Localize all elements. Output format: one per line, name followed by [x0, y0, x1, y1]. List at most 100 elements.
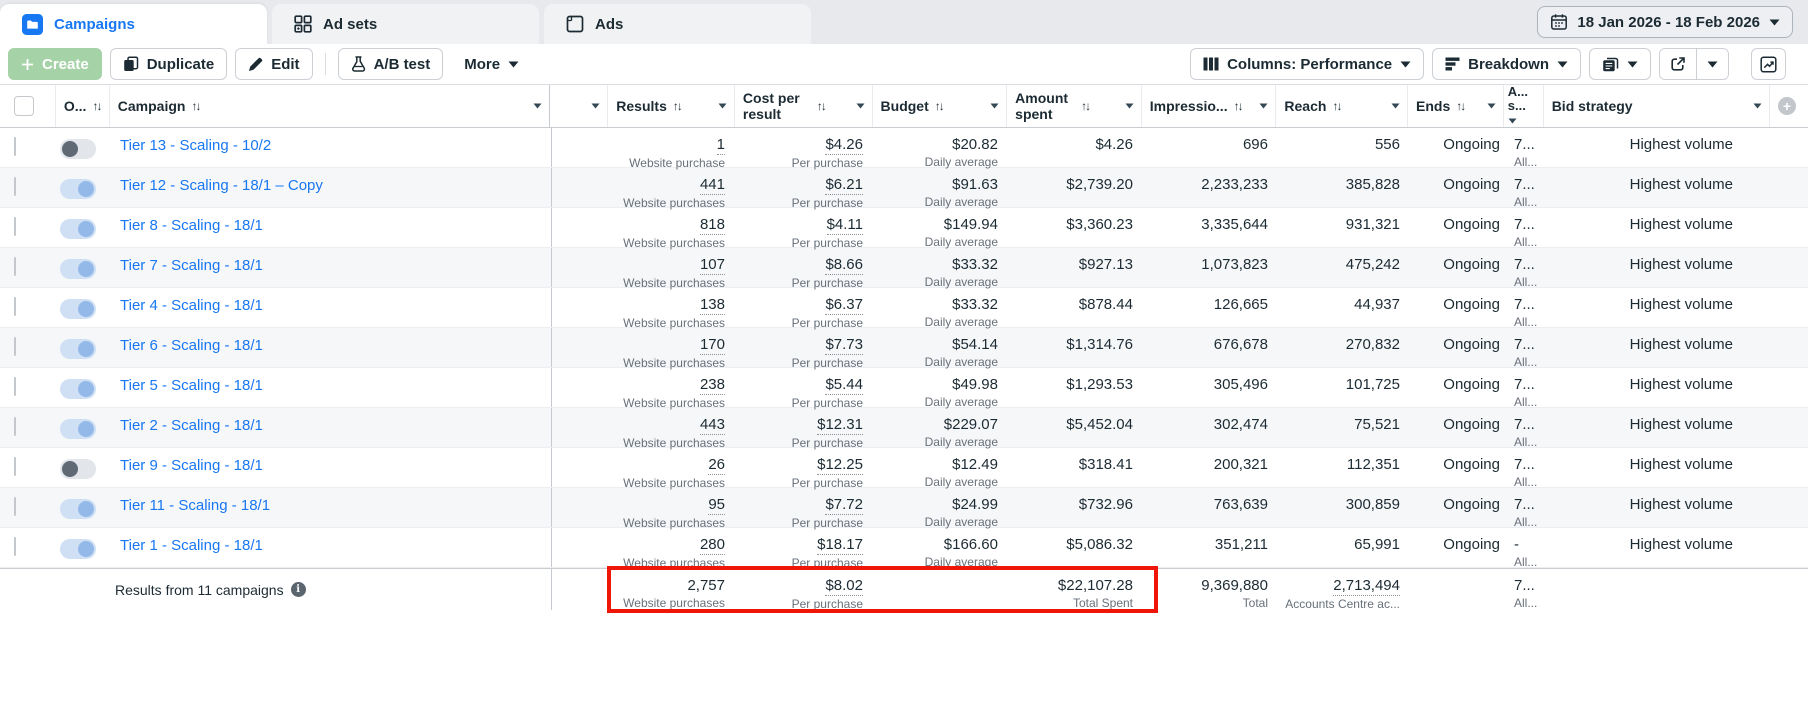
tab-ads[interactable]: Ads: [544, 4, 811, 44]
row-checkbox[interactable]: [14, 177, 16, 196]
row-checkbox[interactable]: [14, 137, 16, 156]
cost-per-result-value[interactable]: $12.31: [817, 416, 863, 435]
header-ends[interactable]: Ends ↑↓: [1408, 85, 1504, 127]
results-value[interactable]: 95: [708, 496, 725, 515]
campaign-toggle[interactable]: [60, 139, 96, 159]
columns-button[interactable]: Columns: Performance: [1190, 48, 1425, 80]
campaign-toggle[interactable]: [60, 459, 96, 479]
cost-per-result-value[interactable]: $5.44: [825, 376, 863, 395]
cost-per-result-value[interactable]: $12.25: [817, 456, 863, 475]
results-value[interactable]: 170: [699, 336, 725, 355]
reports-button[interactable]: [1589, 48, 1651, 80]
results-value[interactable]: 280: [699, 536, 725, 555]
campaign-toggle[interactable]: [60, 339, 96, 359]
campaign-name-link[interactable]: Tier 12 - Scaling - 18/1 – Copy: [120, 177, 323, 194]
header-cost-per-result[interactable]: Cost per result ↑↓: [735, 85, 873, 127]
results-value[interactable]: 443: [699, 416, 725, 435]
sort-icon[interactable]: ↑↓: [816, 99, 827, 113]
sort-icon[interactable]: ↑↓: [92, 99, 102, 113]
filter-caret-icon[interactable]: [718, 103, 727, 109]
export-button[interactable]: [1660, 49, 1696, 79]
add-column-icon[interactable]: +: [1778, 97, 1797, 115]
cost-per-result-value[interactable]: $18.17: [817, 536, 863, 555]
results-value[interactable]: 26: [708, 456, 725, 475]
filter-caret-icon[interactable]: [990, 103, 999, 109]
campaign-toggle[interactable]: [60, 219, 96, 239]
filter-caret-icon[interactable]: [1125, 103, 1134, 109]
row-checkbox[interactable]: [14, 417, 16, 436]
filter-caret-icon[interactable]: [1259, 103, 1268, 109]
sort-icon[interactable]: ↑↓: [672, 99, 683, 113]
cost-per-result-value[interactable]: $7.73: [825, 336, 863, 355]
campaign-name-link[interactable]: Tier 7 - Scaling - 18/1: [120, 257, 263, 274]
export-options-button[interactable]: [1696, 49, 1728, 79]
filter-caret-icon[interactable]: [533, 103, 542, 109]
results-value[interactable]: 818: [699, 216, 725, 235]
sort-icon[interactable]: ↑↓: [1456, 99, 1466, 113]
header-reach[interactable]: Reach ↑↓: [1276, 85, 1409, 127]
tab-campaigns[interactable]: Campaigns: [0, 4, 267, 44]
sort-icon[interactable]: ↑↓: [1233, 99, 1244, 113]
view-charts-button[interactable]: [1751, 48, 1786, 80]
row-checkbox[interactable]: [14, 377, 16, 396]
breakdown-button[interactable]: Breakdown: [1432, 48, 1581, 80]
results-value[interactable]: 138: [699, 296, 725, 315]
row-checkbox[interactable]: [14, 297, 16, 316]
results-value[interactable]: 238: [699, 376, 725, 395]
sort-icon[interactable]: ↑↓: [191, 99, 201, 113]
row-checkbox[interactable]: [14, 217, 16, 236]
filter-caret-icon[interactable]: [1487, 103, 1496, 109]
campaign-name-link[interactable]: Tier 8 - Scaling - 18/1: [120, 217, 263, 234]
campaign-toggle[interactable]: [60, 379, 96, 399]
cost-per-result-value[interactable]: $6.37: [825, 296, 863, 315]
info-icon[interactable]: i: [290, 582, 306, 597]
tab-ad-sets[interactable]: Ad sets: [272, 4, 539, 44]
header-impressions[interactable]: Impressio... ↑↓: [1142, 85, 1277, 127]
campaign-name-link[interactable]: Tier 6 - Scaling - 18/1: [120, 337, 263, 354]
campaign-name-link[interactable]: Tier 13 - Scaling - 10/2: [120, 137, 272, 154]
results-value[interactable]: 1: [716, 136, 725, 155]
filter-caret-icon[interactable]: [1753, 103, 1762, 109]
date-range-selector[interactable]: 18 Jan 2026 - 18 Feb 2026: [1537, 6, 1793, 38]
row-checkbox[interactable]: [14, 497, 16, 516]
footer-cost-per-result-value[interactable]: $8.02: [825, 577, 863, 596]
edit-button[interactable]: Edit: [235, 48, 313, 80]
header-budget[interactable]: Budget ↑↓: [873, 85, 1008, 127]
campaign-name-link[interactable]: Tier 2 - Scaling - 18/1: [120, 417, 263, 434]
create-button[interactable]: Create: [8, 48, 102, 80]
header-mini-column[interactable]: [550, 85, 609, 127]
campaign-toggle[interactable]: [60, 419, 96, 439]
campaign-toggle[interactable]: [60, 499, 96, 519]
filter-caret-icon[interactable]: [856, 103, 865, 109]
header-onoff[interactable]: O... ↑↓: [56, 85, 110, 127]
duplicate-button[interactable]: Duplicate: [109, 48, 228, 80]
row-checkbox[interactable]: [14, 537, 16, 556]
sort-icon[interactable]: ↑↓: [1332, 99, 1342, 113]
cost-per-result-value[interactable]: $6.21: [825, 176, 863, 195]
cost-per-result-value[interactable]: $8.66: [825, 256, 863, 275]
cost-per-result-value[interactable]: $7.72: [825, 496, 863, 515]
cost-per-result-value[interactable]: $4.26: [825, 136, 863, 155]
row-checkbox[interactable]: [14, 337, 16, 356]
ab-test-button[interactable]: A/B test: [337, 48, 444, 80]
campaign-name-link[interactable]: Tier 4 - Scaling - 18/1: [120, 297, 263, 314]
filter-caret-icon[interactable]: [591, 103, 600, 109]
results-value[interactable]: 107: [699, 256, 725, 275]
header-bid-strategy[interactable]: Bid strategy: [1544, 85, 1771, 127]
header-amount-spent[interactable]: Amount spent ↑↓: [1007, 85, 1142, 127]
campaign-toggle[interactable]: [60, 299, 96, 319]
select-all-checkbox[interactable]: [14, 96, 34, 116]
sort-icon[interactable]: ↑↓: [934, 99, 945, 113]
more-button[interactable]: More: [451, 48, 533, 80]
sort-icon[interactable]: ↑↓: [1081, 99, 1091, 113]
results-value[interactable]: 441: [699, 176, 725, 195]
campaign-toggle[interactable]: [60, 179, 96, 199]
filter-caret-icon[interactable]: [1391, 103, 1400, 109]
campaign-toggle[interactable]: [60, 259, 96, 279]
header-attribution-setting[interactable]: A... s...: [1504, 85, 1544, 127]
campaign-name-link[interactable]: Tier 9 - Scaling - 18/1: [120, 457, 263, 474]
footer-reach-value[interactable]: 2,713,494: [1333, 577, 1400, 596]
cost-per-result-value[interactable]: $4.11: [826, 216, 863, 235]
campaign-toggle[interactable]: [60, 539, 96, 559]
row-checkbox[interactable]: [14, 257, 16, 276]
